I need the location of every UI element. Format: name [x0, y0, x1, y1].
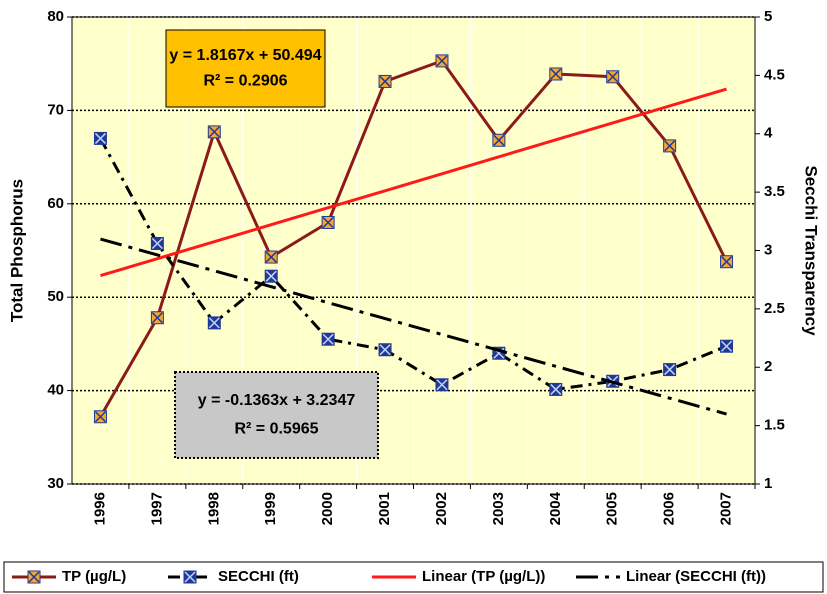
y-tick-label: 80 [47, 8, 64, 25]
x-tick-label: 2005 [604, 492, 621, 525]
marker [321, 215, 335, 229]
series-line [99, 59, 728, 418]
marker-x [322, 216, 334, 229]
marker-x [664, 140, 676, 152]
y2-tick-label: 4.5 [764, 66, 785, 83]
marker [207, 125, 221, 139]
legend-label: TP (µg/L) [62, 568, 126, 585]
y-tick-label: 30 [47, 475, 64, 492]
marker-x [379, 75, 391, 87]
marker-x [721, 340, 733, 352]
series-line [100, 87, 727, 278]
x-tick-label: 2002 [433, 492, 450, 525]
x-tick-label: 2004 [547, 491, 564, 525]
marker-x [184, 571, 196, 583]
marker-x [721, 256, 733, 268]
marker-x [208, 126, 220, 138]
x-tick-label: 2000 [319, 492, 336, 525]
marker [492, 133, 506, 147]
marker [264, 250, 278, 264]
y2-tick-label: 3 [764, 241, 772, 258]
marker [150, 311, 164, 325]
marker [207, 316, 221, 330]
legend-label: SECCHI (ft) [218, 568, 299, 585]
marker-x [607, 71, 619, 83]
marker [549, 67, 563, 81]
marker-x [265, 251, 277, 263]
marker-x [322, 333, 334, 345]
y2-axis-label: Secchi Transparency [802, 165, 821, 336]
marker-x [151, 312, 163, 324]
marker-x [151, 237, 163, 250]
legend-label: Linear (SECCHI (ft)) [626, 568, 766, 585]
marker [93, 131, 107, 145]
marker-x [28, 571, 40, 583]
marker-x [379, 344, 391, 356]
annotation-box [165, 29, 326, 108]
y2-tick-label: 1.5 [764, 417, 785, 434]
x-tick-label: 1997 [148, 492, 165, 525]
marker [606, 70, 620, 84]
x-tick-label: 2003 [490, 492, 507, 525]
x-tick-label: 1998 [205, 492, 222, 525]
marker-x [208, 317, 220, 329]
marker [183, 570, 197, 584]
marker [663, 363, 677, 377]
marker [378, 74, 392, 88]
marker [150, 236, 164, 250]
y2-tick-label: 3.5 [764, 183, 785, 200]
x-tick-label: 2007 [718, 492, 735, 525]
marker [435, 378, 449, 392]
annotation-text: y = -0.1363x + 3.2347 [198, 392, 356, 409]
annotation-text: R² = 0.5965 [234, 421, 318, 438]
y2-tick-label: 1 [764, 475, 772, 492]
marker [720, 255, 734, 269]
y2-tick-label: 2 [764, 358, 772, 375]
marker [93, 410, 107, 424]
marker-x [550, 68, 562, 80]
marker [264, 269, 278, 283]
marker [27, 570, 41, 584]
marker [663, 139, 677, 153]
series-line [100, 237, 727, 416]
annotation-text: y = 1.8167x + 50.494 [169, 47, 321, 64]
legend-label: Linear (TP (µg/L)) [422, 568, 545, 585]
annotation-box [174, 371, 379, 459]
marker-x [550, 383, 562, 395]
y-axis-label: Total Phosphorus [7, 179, 26, 322]
marker-x [664, 364, 676, 376]
x-tick-label: 1996 [91, 492, 108, 525]
marker [435, 54, 449, 68]
y-tick-label: 60 [47, 195, 64, 212]
marker [549, 382, 563, 396]
annotation-text: R² = 0.2906 [203, 73, 287, 90]
marker-x [94, 132, 106, 144]
y2-tick-label: 2.5 [764, 300, 785, 317]
y-tick-label: 70 [47, 101, 64, 118]
marker-x [436, 379, 448, 391]
x-tick-label: 2006 [661, 492, 678, 525]
marker-x [436, 55, 448, 67]
y-tick-label: 50 [47, 288, 64, 305]
x-tick-label: 1999 [262, 492, 279, 525]
series-line [99, 137, 728, 391]
marker-x [265, 270, 277, 282]
marker [378, 343, 392, 357]
marker [720, 339, 734, 353]
x-tick-label: 2001 [376, 492, 393, 525]
y2-tick-label: 5 [764, 8, 772, 25]
y2-tick-label: 4 [764, 125, 773, 142]
marker-x [493, 134, 505, 146]
y-tick-label: 40 [47, 382, 64, 399]
marker [321, 332, 335, 346]
marker-x [94, 411, 106, 423]
